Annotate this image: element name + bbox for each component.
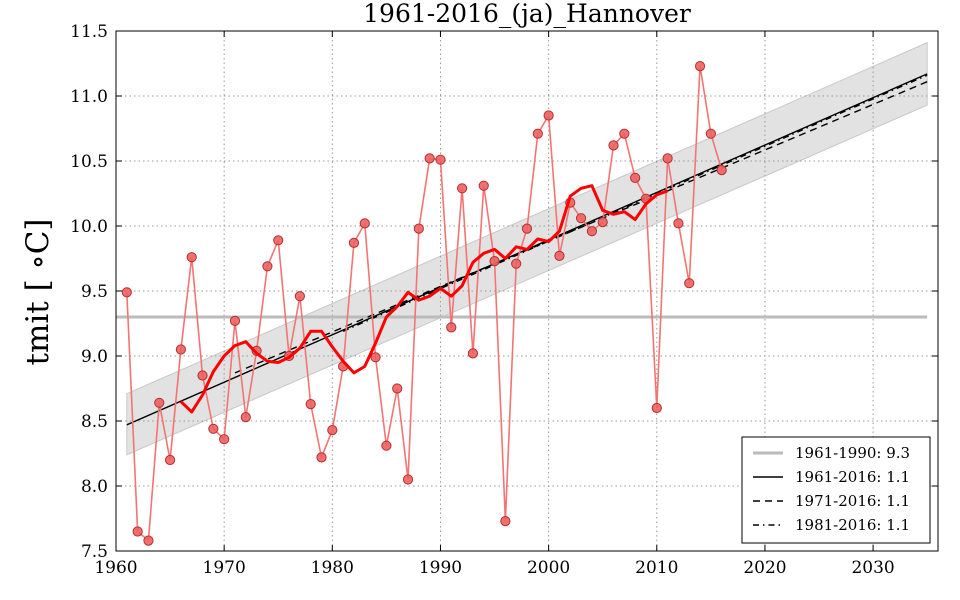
data-point xyxy=(229,315,241,326)
data-point xyxy=(597,217,608,228)
data-point xyxy=(132,526,143,537)
x-tick-label: 1980 xyxy=(311,558,354,578)
y-tick-label: 8.5 xyxy=(81,412,108,432)
observed-series-layer xyxy=(121,61,727,546)
data-point xyxy=(424,153,435,164)
data-point xyxy=(121,287,132,298)
x-tick-label: 2010 xyxy=(635,558,678,578)
data-point xyxy=(619,128,630,139)
y-tick-label: 8.0 xyxy=(81,477,108,497)
legend: 1961-1990: 9.3 1961-2016: 1.1 1971-2016: 1… xyxy=(741,436,931,544)
data-point xyxy=(186,252,197,263)
data-point xyxy=(532,128,543,139)
trend-line-dashed xyxy=(234,81,928,374)
data-point xyxy=(684,278,695,289)
data-point xyxy=(164,454,176,466)
y-tick-label: 11.0 xyxy=(70,87,108,107)
data-point xyxy=(716,165,727,176)
y-tick-label: 11.5 xyxy=(70,22,108,42)
data-point xyxy=(370,352,381,363)
y-tick-label: 10.5 xyxy=(70,152,108,172)
data-point xyxy=(446,322,457,333)
data-point xyxy=(554,250,565,261)
data-point xyxy=(240,412,251,423)
data-point xyxy=(154,397,165,408)
x-tick-label: 2020 xyxy=(743,558,786,578)
legend-label: 1961-2016: 1.1 xyxy=(795,468,910,486)
data-point xyxy=(175,344,186,355)
data-point xyxy=(630,172,641,183)
data-point xyxy=(608,140,619,151)
data-point xyxy=(294,291,305,302)
x-tick-label: 1990 xyxy=(419,558,462,578)
data-point xyxy=(705,128,716,139)
running-mean-layer xyxy=(179,184,669,414)
data-point xyxy=(305,399,316,410)
legend-label: 1961-1990: 9.3 xyxy=(795,444,910,462)
data-point xyxy=(467,348,479,359)
data-point xyxy=(543,110,554,121)
trend-line-dashdot xyxy=(342,74,928,332)
data-point xyxy=(381,440,392,451)
data-point xyxy=(359,218,370,229)
legend-entries: 1961-1990: 9.3 1961-2016: 1.1 1971-2016: 1… xyxy=(753,444,910,534)
x-tick-label: 1960 xyxy=(94,558,137,578)
data-point xyxy=(489,256,500,267)
chart-title: 1961-2016_(ja)_Hannover xyxy=(363,0,691,28)
data-point xyxy=(348,237,360,248)
data-point xyxy=(262,261,273,272)
running-mean-line xyxy=(179,184,669,414)
data-point xyxy=(402,474,414,485)
data-point xyxy=(316,452,327,463)
y-tick-label: 7.5 xyxy=(81,542,108,562)
data-point xyxy=(694,61,706,72)
plot-area: 1960 1970 1980 1990 2000 2010 2020 2030 7.5 8.0 8.… xyxy=(70,22,939,578)
axis-ticks-layer: 1960 1970 1980 1990 2000 2010 2020 2030 7.5 8.0 8.… xyxy=(70,22,938,578)
legend-label: 1981-2016: 1.1 xyxy=(795,516,910,534)
data-point xyxy=(143,535,154,546)
x-tick-label: 2030 xyxy=(851,558,894,578)
legend-label: 1971-2016: 1.1 xyxy=(795,492,910,510)
data-point xyxy=(435,154,446,165)
data-point xyxy=(413,223,424,234)
data-point xyxy=(511,258,522,269)
data-point xyxy=(478,180,489,191)
data-point xyxy=(673,218,684,229)
data-point xyxy=(197,370,208,381)
data-point xyxy=(662,153,673,164)
data-point xyxy=(651,402,662,414)
x-tick-label: 1970 xyxy=(203,558,246,578)
data-point xyxy=(521,223,533,234)
data-point xyxy=(219,434,230,445)
data-point xyxy=(273,235,284,246)
data-point xyxy=(392,383,403,394)
data-point xyxy=(327,425,338,436)
y-tick-label: 9.0 xyxy=(81,347,108,367)
data-point xyxy=(500,516,511,527)
y-tick-label: 10.0 xyxy=(70,217,108,237)
data-point xyxy=(208,423,219,434)
data-point xyxy=(586,226,597,237)
y-tick-label: 9.5 xyxy=(81,282,108,302)
data-point xyxy=(457,183,468,194)
data-point xyxy=(575,213,587,224)
x-tick-label: 2000 xyxy=(527,558,570,578)
y-axis-label: tmit [ ∘C] xyxy=(20,218,56,365)
